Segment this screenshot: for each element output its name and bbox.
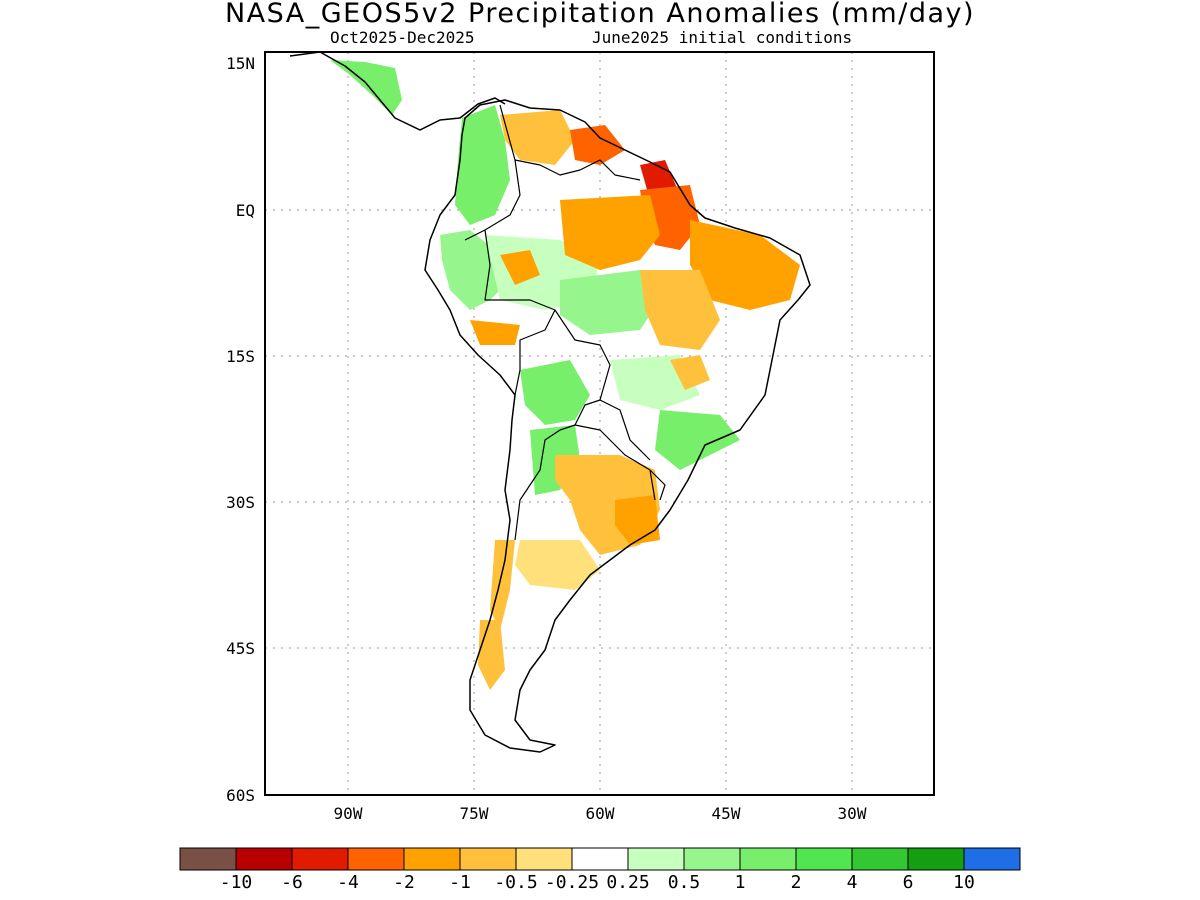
lat-label-30s: 30S — [226, 493, 255, 512]
colorbar-swatch — [739, 847, 797, 871]
south-america-coast — [424, 99, 811, 753]
colorbar-swatch — [179, 847, 237, 871]
colorbar-swatch — [235, 847, 293, 871]
dry-anomaly-venezuela — [500, 110, 575, 165]
colorbar-tick-label: -4 — [337, 872, 359, 893]
colorbar-tick-label: -6 — [281, 872, 303, 893]
lat-label-45s: 45S — [226, 639, 255, 658]
colorbar-tick-label: -0.25 — [544, 872, 600, 893]
colorbar-swatch — [571, 847, 629, 871]
colorbar-tick-label: 6 — [902, 872, 914, 893]
lat-label-15s: 15S — [226, 347, 255, 366]
colorbar-swatch — [459, 847, 517, 871]
wet-anomaly-bolivia — [520, 360, 590, 425]
colorbar-tick-label: 4 — [846, 872, 858, 893]
dry-anomaly-patagonia — [478, 620, 505, 690]
colorbar — [179, 847, 1021, 871]
colorbar-swatch — [795, 847, 853, 871]
colorbar-swatch — [907, 847, 965, 871]
chart-title: NASA_GEOS5v2 Precipitation Anomalies (mm… — [224, 0, 976, 29]
colorbar-swatch — [851, 847, 909, 871]
colorbar-swatch — [347, 847, 405, 871]
colorbar-tick-label: -0.5 — [494, 872, 538, 893]
colorbar-tick-label: 2 — [790, 872, 802, 893]
colorbar-tick-label: 10 — [953, 872, 975, 893]
dry-anomaly-peru-patch — [500, 250, 540, 285]
initial-conditions: June2025 initial conditions — [592, 28, 853, 47]
colorbar-tick-label: -10 — [219, 872, 253, 893]
dry-anomaly-central-brazil — [640, 270, 720, 350]
forecast-period: Oct2025-Dec2025 — [330, 28, 475, 47]
dry-anomaly-uruguay — [615, 495, 660, 545]
dry-anomaly-chile-central — [490, 540, 515, 630]
anomaly-fields — [330, 60, 800, 690]
wet-anomaly-colombia — [455, 105, 510, 225]
colorbar-swatch — [683, 847, 741, 871]
lon-label-45w: 45W — [711, 804, 741, 823]
dry-anomaly-bahia — [670, 355, 710, 390]
dry-anomaly-peru-south — [470, 320, 520, 345]
lat-label-eq: EQ — [235, 201, 255, 220]
lon-label-60w: 60W — [585, 804, 615, 823]
plot-frame — [264, 51, 935, 796]
wet-anomaly-se-brazil — [655, 410, 740, 470]
colorbar-tick-label: 0.25 — [606, 872, 650, 893]
lon-label-75w: 75W — [459, 804, 489, 823]
dry-anomaly-amazon-north — [560, 195, 660, 270]
dry-anomaly-northeast-brazil — [690, 220, 800, 310]
colorbar-tick-label: 1 — [734, 872, 746, 893]
dry-anomaly-pampas — [515, 540, 600, 590]
colorbar-swatch — [515, 847, 573, 871]
lon-label-30w: 30W — [837, 804, 867, 823]
colorbar-swatch — [627, 847, 685, 871]
dry-anomaly-guyana — [570, 125, 625, 165]
colorbar-swatch — [403, 847, 461, 871]
wet-anomaly-amazon-central — [560, 270, 660, 335]
lat-label-15n: 15N — [226, 54, 255, 73]
country-borders — [464, 104, 666, 541]
colorbar-tick-label: -1 — [449, 872, 471, 893]
colorbar-tick-label: -2 — [393, 872, 415, 893]
coastlines — [289, 52, 811, 753]
colorbar-swatch — [963, 847, 1021, 871]
lat-label-60s: 60S — [226, 786, 255, 805]
wet-anomaly-central-america — [330, 60, 402, 115]
colorbar-tick-label: 0.5 — [667, 872, 701, 893]
colorbar-swatch — [291, 847, 349, 871]
lon-label-90w: 90W — [333, 804, 363, 823]
